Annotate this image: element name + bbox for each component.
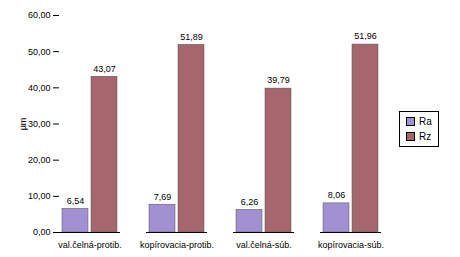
svg-text:60,00: 60,00 — [28, 10, 51, 20]
svg-text:39,79: 39,79 — [267, 75, 290, 85]
svg-text:7,69: 7,69 — [154, 192, 172, 202]
svg-text:val.čelná-protib.: val.čelná-protib. — [58, 240, 122, 250]
svg-text:val.čelná-súb.: val.čelná-súb. — [236, 240, 292, 250]
svg-text:kopírovacia-protib.: kopírovacia-protib. — [140, 240, 214, 250]
svg-text:51,96: 51,96 — [354, 31, 377, 41]
svg-text:50,00: 50,00 — [28, 47, 51, 57]
svg-text:6,54: 6,54 — [67, 196, 85, 206]
svg-text:8,06: 8,06 — [328, 190, 346, 200]
svg-text:51,89: 51,89 — [180, 32, 203, 42]
svg-text:30,00: 30,00 — [28, 119, 51, 129]
html-text:Ra: Ra — [419, 115, 432, 127]
svg-text:µm: µm — [18, 118, 28, 131]
svg-text:10,00: 10,00 — [28, 191, 51, 201]
svg-text:6,26: 6,26 — [241, 197, 259, 207]
svg-text:0,00: 0,00 — [33, 227, 51, 237]
svg-text:43,07: 43,07 — [93, 64, 116, 74]
svg-text:20,00: 20,00 — [28, 155, 51, 165]
html-text:Rz: Rz — [419, 130, 432, 142]
svg-text:40,00: 40,00 — [28, 83, 51, 93]
svg-text:kopírovacia-súb.: kopírovacia-súb. — [318, 240, 384, 250]
